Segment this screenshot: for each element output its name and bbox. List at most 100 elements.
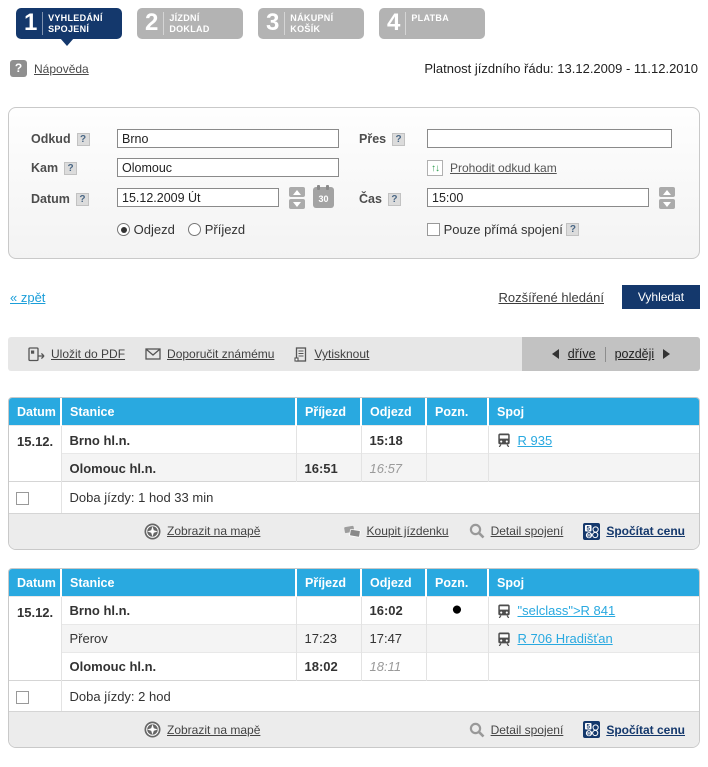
- train-link[interactable]: "selclass">R 841: [517, 603, 616, 618]
- note-cell: [426, 425, 489, 454]
- direct-only-checkbox[interactable]: [427, 223, 440, 237]
- station-row: Olomouc hl.n. 18:02 18:11: [9, 651, 699, 680]
- svg-text:0: 0: [588, 730, 592, 737]
- date-cell: 15.12.: [9, 425, 62, 482]
- results-toolbar: Uložit do PDF Doporučit známému Vytiskno…: [8, 337, 700, 371]
- back-link[interactable]: « zpět: [10, 289, 46, 305]
- arrival-cell: 17:23: [296, 623, 362, 652]
- question-badge[interactable]: ?: [392, 132, 406, 146]
- detail-link[interactable]: Detail spojení: [469, 722, 563, 738]
- later-arrow-icon[interactable]: [663, 349, 671, 359]
- datum-label: Datum ?: [31, 192, 89, 206]
- later-link[interactable]: později: [614, 347, 655, 361]
- swap-icon[interactable]: ↑↓: [427, 160, 443, 176]
- tab-platba[interactable]: 4 PLATBA: [379, 8, 485, 39]
- results-pager: dříve později: [522, 337, 700, 371]
- svg-text:5: 5: [587, 723, 591, 730]
- help-bar: ? Nápověda Platnost jízdního řádu: 13.12…: [0, 48, 708, 77]
- direct-only-label: Pouze přímá spojení: [443, 222, 563, 238]
- odkud-input[interactable]: [117, 129, 339, 148]
- departure-cell: 18:11: [361, 651, 427, 680]
- help-link[interactable]: ? Nápověda: [10, 60, 89, 77]
- col-prijezd: Příjezd: [296, 568, 362, 596]
- arrival-cell: 18:02: [296, 651, 362, 680]
- recommend-link[interactable]: Doporučit známému: [145, 347, 274, 361]
- earlier-arrow-icon[interactable]: [551, 349, 559, 359]
- time-stepper: [659, 187, 675, 209]
- question-badge[interactable]: ?: [76, 132, 90, 146]
- select-connection-checkbox[interactable]: [16, 492, 29, 506]
- station-row: Olomouc hl.n. 16:51 16:57: [9, 453, 699, 482]
- compass-icon: [144, 523, 161, 540]
- note-cell: [426, 453, 489, 482]
- show-on-map-link[interactable]: Zobrazit na mapě: [144, 721, 260, 738]
- pager-divider: [604, 346, 606, 362]
- time-up-button[interactable]: [659, 187, 675, 197]
- time-down-button[interactable]: [659, 199, 675, 209]
- ticket-icon: [343, 524, 361, 539]
- detail-link[interactable]: Detail spojení: [469, 523, 563, 539]
- tab-nakupni-kosik[interactable]: 3 NÁKUPNÍ KOŠÍK: [258, 8, 364, 39]
- tab-label: PLATBA: [411, 13, 449, 23]
- train-cell: [488, 453, 699, 482]
- question-icon: ?: [10, 60, 27, 77]
- pres-input[interactable]: [427, 129, 672, 148]
- earlier-link[interactable]: dříve: [567, 347, 596, 361]
- show-on-map-link[interactable]: Zobrazit na mapě: [144, 523, 260, 540]
- odjezd-radio[interactable]: [117, 223, 130, 237]
- buy-ticket-link[interactable]: Koupit jízdenku: [343, 524, 449, 539]
- tab-label: VYHLEDÁNÍ SPOJENÍ: [48, 13, 103, 35]
- calendar-icon[interactable]: 30: [313, 185, 334, 208]
- col-odjezd: Odjezd: [361, 568, 427, 596]
- question-badge[interactable]: ?: [387, 192, 401, 206]
- timetable-validity: Platnost jízdního řádu: 13.12.2009 - 11.…: [424, 61, 698, 76]
- question-badge[interactable]: ?: [75, 192, 89, 206]
- question-badge[interactable]: ?: [64, 161, 78, 175]
- connection-card-1: Datum Stanice Příjezd Odjezd Pozn. Spoj …: [8, 397, 700, 550]
- train-icon: [497, 631, 511, 646]
- save-pdf-link[interactable]: Uložit do PDF: [28, 346, 125, 362]
- prijezd-radio[interactable]: [188, 223, 202, 237]
- select-connection-checkbox[interactable]: [16, 690, 29, 704]
- station-cell: Přerov: [61, 623, 297, 652]
- wizard-steps: 1 VYHLEDÁNÍ SPOJENÍ 2 JÍZDNÍ DOKLAD 3 NÁ…: [0, 0, 708, 48]
- tab-number: 1: [24, 9, 38, 36]
- print-link[interactable]: Vytisknout: [294, 346, 369, 362]
- kam-label: Kam ?: [31, 161, 78, 175]
- train-link[interactable]: R 706 Hradišťan: [517, 631, 613, 646]
- tab-separator: [42, 12, 44, 35]
- results-header-row: Datum Stanice Příjezd Odjezd Pozn. Spoj: [9, 398, 699, 426]
- card-footer: Zobrazit na mapě Koupit jízdenku Detail …: [9, 512, 699, 549]
- date-down-button[interactable]: [289, 199, 305, 209]
- datum-input[interactable]: [117, 188, 279, 207]
- station-row: 15.12. Brno hl.n. 15:18 R 935: [9, 425, 699, 482]
- swap-link[interactable]: Prohodit odkud kam: [450, 161, 557, 175]
- train-link[interactable]: R 935: [517, 432, 553, 448]
- departure-cell: 17:47: [361, 623, 427, 652]
- departure-cell: 16:02: [361, 595, 427, 624]
- search-button[interactable]: Vyhledat: [622, 285, 700, 309]
- col-pozn: Pozn.: [426, 398, 489, 426]
- tab-number: 2: [145, 9, 159, 36]
- cas-input[interactable]: [427, 188, 649, 207]
- advanced-search-link[interactable]: Rozšířené hledání: [498, 289, 604, 305]
- departure-cell: 15:18: [361, 425, 427, 454]
- kam-input[interactable]: [117, 158, 339, 177]
- note-cell: [426, 623, 489, 652]
- results-header-row: Datum Stanice Příjezd Odjezd Pozn. Spoj: [9, 568, 699, 596]
- date-up-button[interactable]: [289, 187, 305, 197]
- tab-jizdni-doklad[interactable]: 2 JÍZDNÍ DOKLAD: [137, 8, 243, 39]
- select-cell: [9, 679, 62, 711]
- question-badge[interactable]: ?: [566, 223, 580, 237]
- col-prijezd: Příjezd: [296, 398, 362, 426]
- note-cell: [426, 651, 489, 680]
- printer-icon: [294, 346, 308, 362]
- connection-card-2: Datum Stanice Příjezd Odjezd Pozn. Spoj …: [8, 567, 700, 748]
- arrival-cell: [296, 425, 362, 454]
- col-spoj: Spoj: [488, 568, 699, 596]
- tab-vyhledani-spojeni[interactable]: 1 VYHLEDÁNÍ SPOJENÍ: [16, 8, 122, 46]
